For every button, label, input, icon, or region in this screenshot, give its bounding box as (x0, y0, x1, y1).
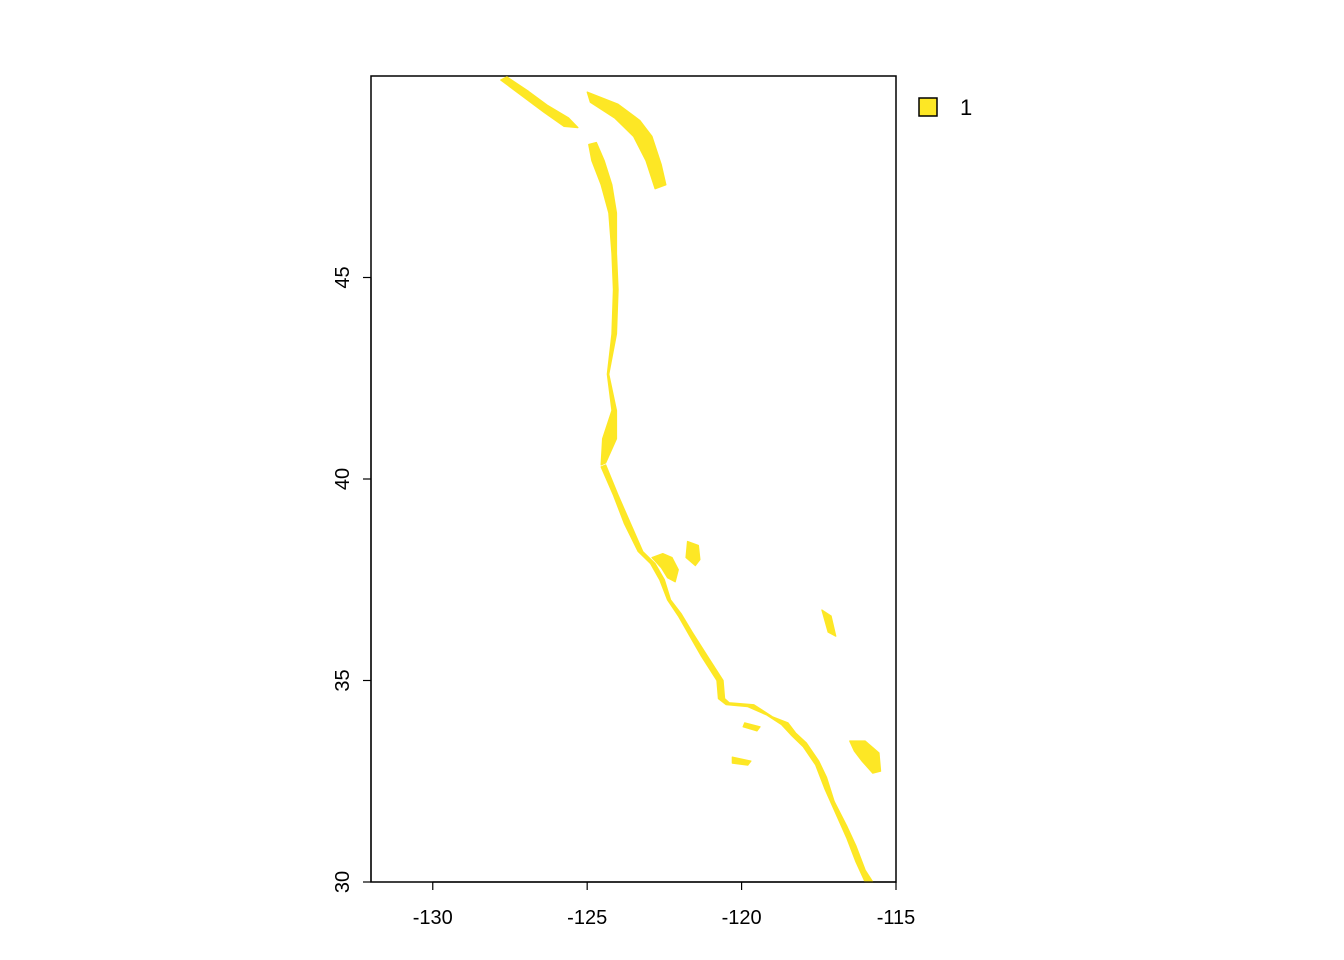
x-axis: -130 -125 -120 -115 (413, 881, 916, 929)
raster-region-8 (742, 722, 761, 732)
raster-region-3 (651, 552, 679, 583)
raster-region-9 (731, 756, 752, 766)
x-tick-label: -115 (877, 907, 916, 929)
raster-region-7 (821, 609, 837, 637)
legend-label: 1 (960, 95, 972, 120)
y-axis: 30 35 40 45 (332, 266, 372, 893)
x-tick-label: -120 (722, 907, 762, 929)
y-tick-label: 45 (332, 266, 354, 288)
y-tick-label: 40 (332, 468, 354, 490)
raster-region-6 (586, 91, 667, 190)
x-tick-label: -130 (413, 907, 453, 929)
raster-region-0 (500, 76, 579, 129)
legend: 1 (918, 95, 972, 120)
y-tick-label: 35 (332, 669, 354, 691)
x-tick-label: -125 (567, 907, 607, 929)
raster-region-5 (849, 740, 882, 774)
coastal-raster-layer (500, 76, 882, 883)
legend-swatch (918, 97, 938, 117)
y-tick-label: 30 (332, 871, 354, 893)
raster-region-4 (685, 540, 701, 567)
raster-region-1 (588, 141, 619, 466)
